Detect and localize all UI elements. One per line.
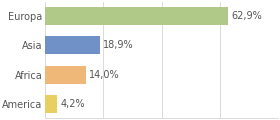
Bar <box>45 95 57 113</box>
Text: 62,9%: 62,9% <box>231 11 262 21</box>
Bar <box>45 36 100 54</box>
Text: 14,0%: 14,0% <box>89 70 119 80</box>
Bar <box>45 7 228 25</box>
Text: 4,2%: 4,2% <box>60 99 85 109</box>
Bar <box>45 66 86 84</box>
Text: 18,9%: 18,9% <box>103 40 134 50</box>
